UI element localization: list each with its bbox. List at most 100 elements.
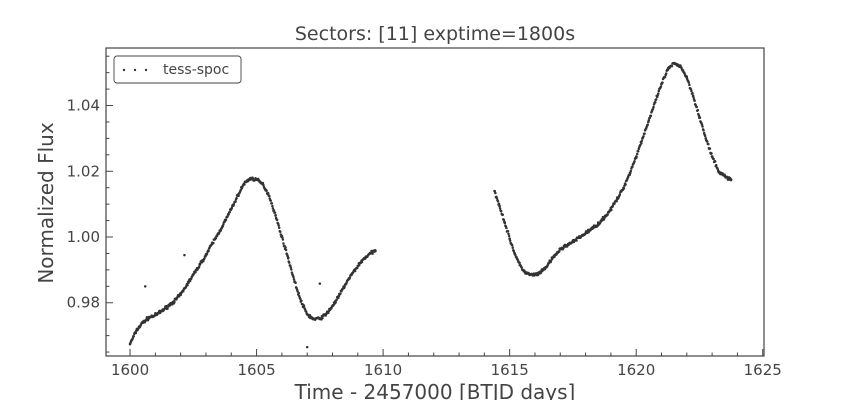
data-point — [297, 291, 300, 295]
data-point — [653, 100, 657, 104]
data-point — [703, 134, 707, 138]
data-point — [672, 62, 676, 65]
data-point — [578, 236, 581, 239]
data-point — [255, 178, 258, 181]
data-point — [498, 204, 501, 208]
legend: tess-spoc — [113, 55, 242, 84]
data-point — [518, 263, 522, 267]
data-point — [187, 281, 190, 284]
data-point — [173, 299, 176, 303]
data-point — [128, 342, 132, 346]
data-point — [710, 152, 713, 155]
data-point — [348, 276, 352, 279]
data-point — [335, 298, 338, 301]
data-point — [267, 194, 271, 198]
data-point — [369, 252, 372, 255]
data-point — [214, 236, 218, 240]
data-point — [646, 123, 649, 127]
data-point — [493, 189, 496, 193]
data-point — [275, 218, 279, 222]
data-point — [292, 278, 296, 281]
data-point — [633, 159, 636, 163]
data-point — [609, 207, 613, 211]
data-point — [603, 216, 606, 219]
data-point — [641, 137, 644, 140]
data-point — [707, 142, 710, 146]
data-point — [497, 202, 501, 206]
data-point — [714, 163, 718, 167]
data-point — [265, 189, 268, 193]
data-point — [132, 335, 135, 338]
data-point — [221, 225, 225, 228]
data-point — [503, 220, 506, 224]
data-point — [528, 273, 532, 277]
data-point — [284, 246, 287, 249]
y-tick-label: 1.02 — [67, 162, 100, 180]
data-point — [538, 271, 542, 275]
data-point — [713, 160, 717, 163]
data-point — [533, 273, 537, 277]
data-point — [198, 263, 201, 267]
data-point-outlier — [305, 345, 309, 349]
x-axis-label: Time - 2457000 [BTJD days] — [294, 380, 576, 400]
data-point — [207, 249, 210, 253]
data-point — [154, 313, 157, 317]
data-point-outlier — [183, 253, 186, 257]
data-point — [350, 273, 353, 277]
data-point — [666, 68, 670, 71]
data-point — [502, 218, 506, 221]
data-point — [693, 99, 696, 103]
data-point — [371, 252, 374, 256]
data-point — [659, 85, 663, 88]
data-point — [643, 132, 646, 135]
data-point — [624, 183, 627, 186]
data-point — [706, 140, 709, 143]
data-point — [660, 82, 663, 86]
data-point — [520, 266, 523, 269]
data-point-outlier — [318, 282, 322, 285]
y-tick-label: 0.98 — [67, 294, 100, 312]
data-point — [287, 261, 291, 264]
data-point — [575, 239, 578, 242]
data-point — [324, 313, 328, 316]
data-point — [360, 260, 364, 264]
data-point — [613, 202, 616, 205]
data-point — [553, 253, 557, 257]
data-point — [679, 64, 682, 68]
data-point — [496, 200, 500, 203]
data-point-outlier — [143, 285, 147, 288]
y-axis: 0.98 1.00 1.02 1.04 — [67, 55, 113, 353]
data-point — [188, 279, 192, 283]
data-point — [511, 246, 515, 249]
data-point — [280, 235, 284, 239]
legend-box — [113, 55, 242, 84]
data-point — [230, 207, 233, 211]
x-tick-label: 1620 — [617, 361, 655, 379]
data-point — [134, 331, 138, 335]
data-point — [356, 264, 360, 268]
data-point — [647, 119, 651, 122]
data-point — [273, 211, 277, 214]
data-point — [670, 64, 674, 68]
data-point — [235, 196, 238, 200]
data-point — [628, 171, 632, 175]
data-point — [565, 243, 568, 247]
data-point — [299, 297, 302, 301]
data-point — [192, 273, 195, 277]
data-point — [293, 280, 296, 283]
data-point — [211, 242, 214, 245]
data-point — [631, 165, 634, 168]
data-point — [337, 294, 341, 298]
data-point — [242, 182, 246, 186]
data-point — [251, 177, 255, 180]
data-point — [691, 92, 694, 95]
data-point — [236, 194, 239, 198]
data-point — [308, 313, 312, 317]
data-point — [518, 261, 521, 265]
data-point — [284, 248, 288, 252]
data-point — [615, 199, 618, 203]
data-point — [702, 129, 705, 132]
data-point — [222, 223, 225, 226]
data-point — [698, 115, 701, 119]
data-point — [685, 76, 689, 79]
